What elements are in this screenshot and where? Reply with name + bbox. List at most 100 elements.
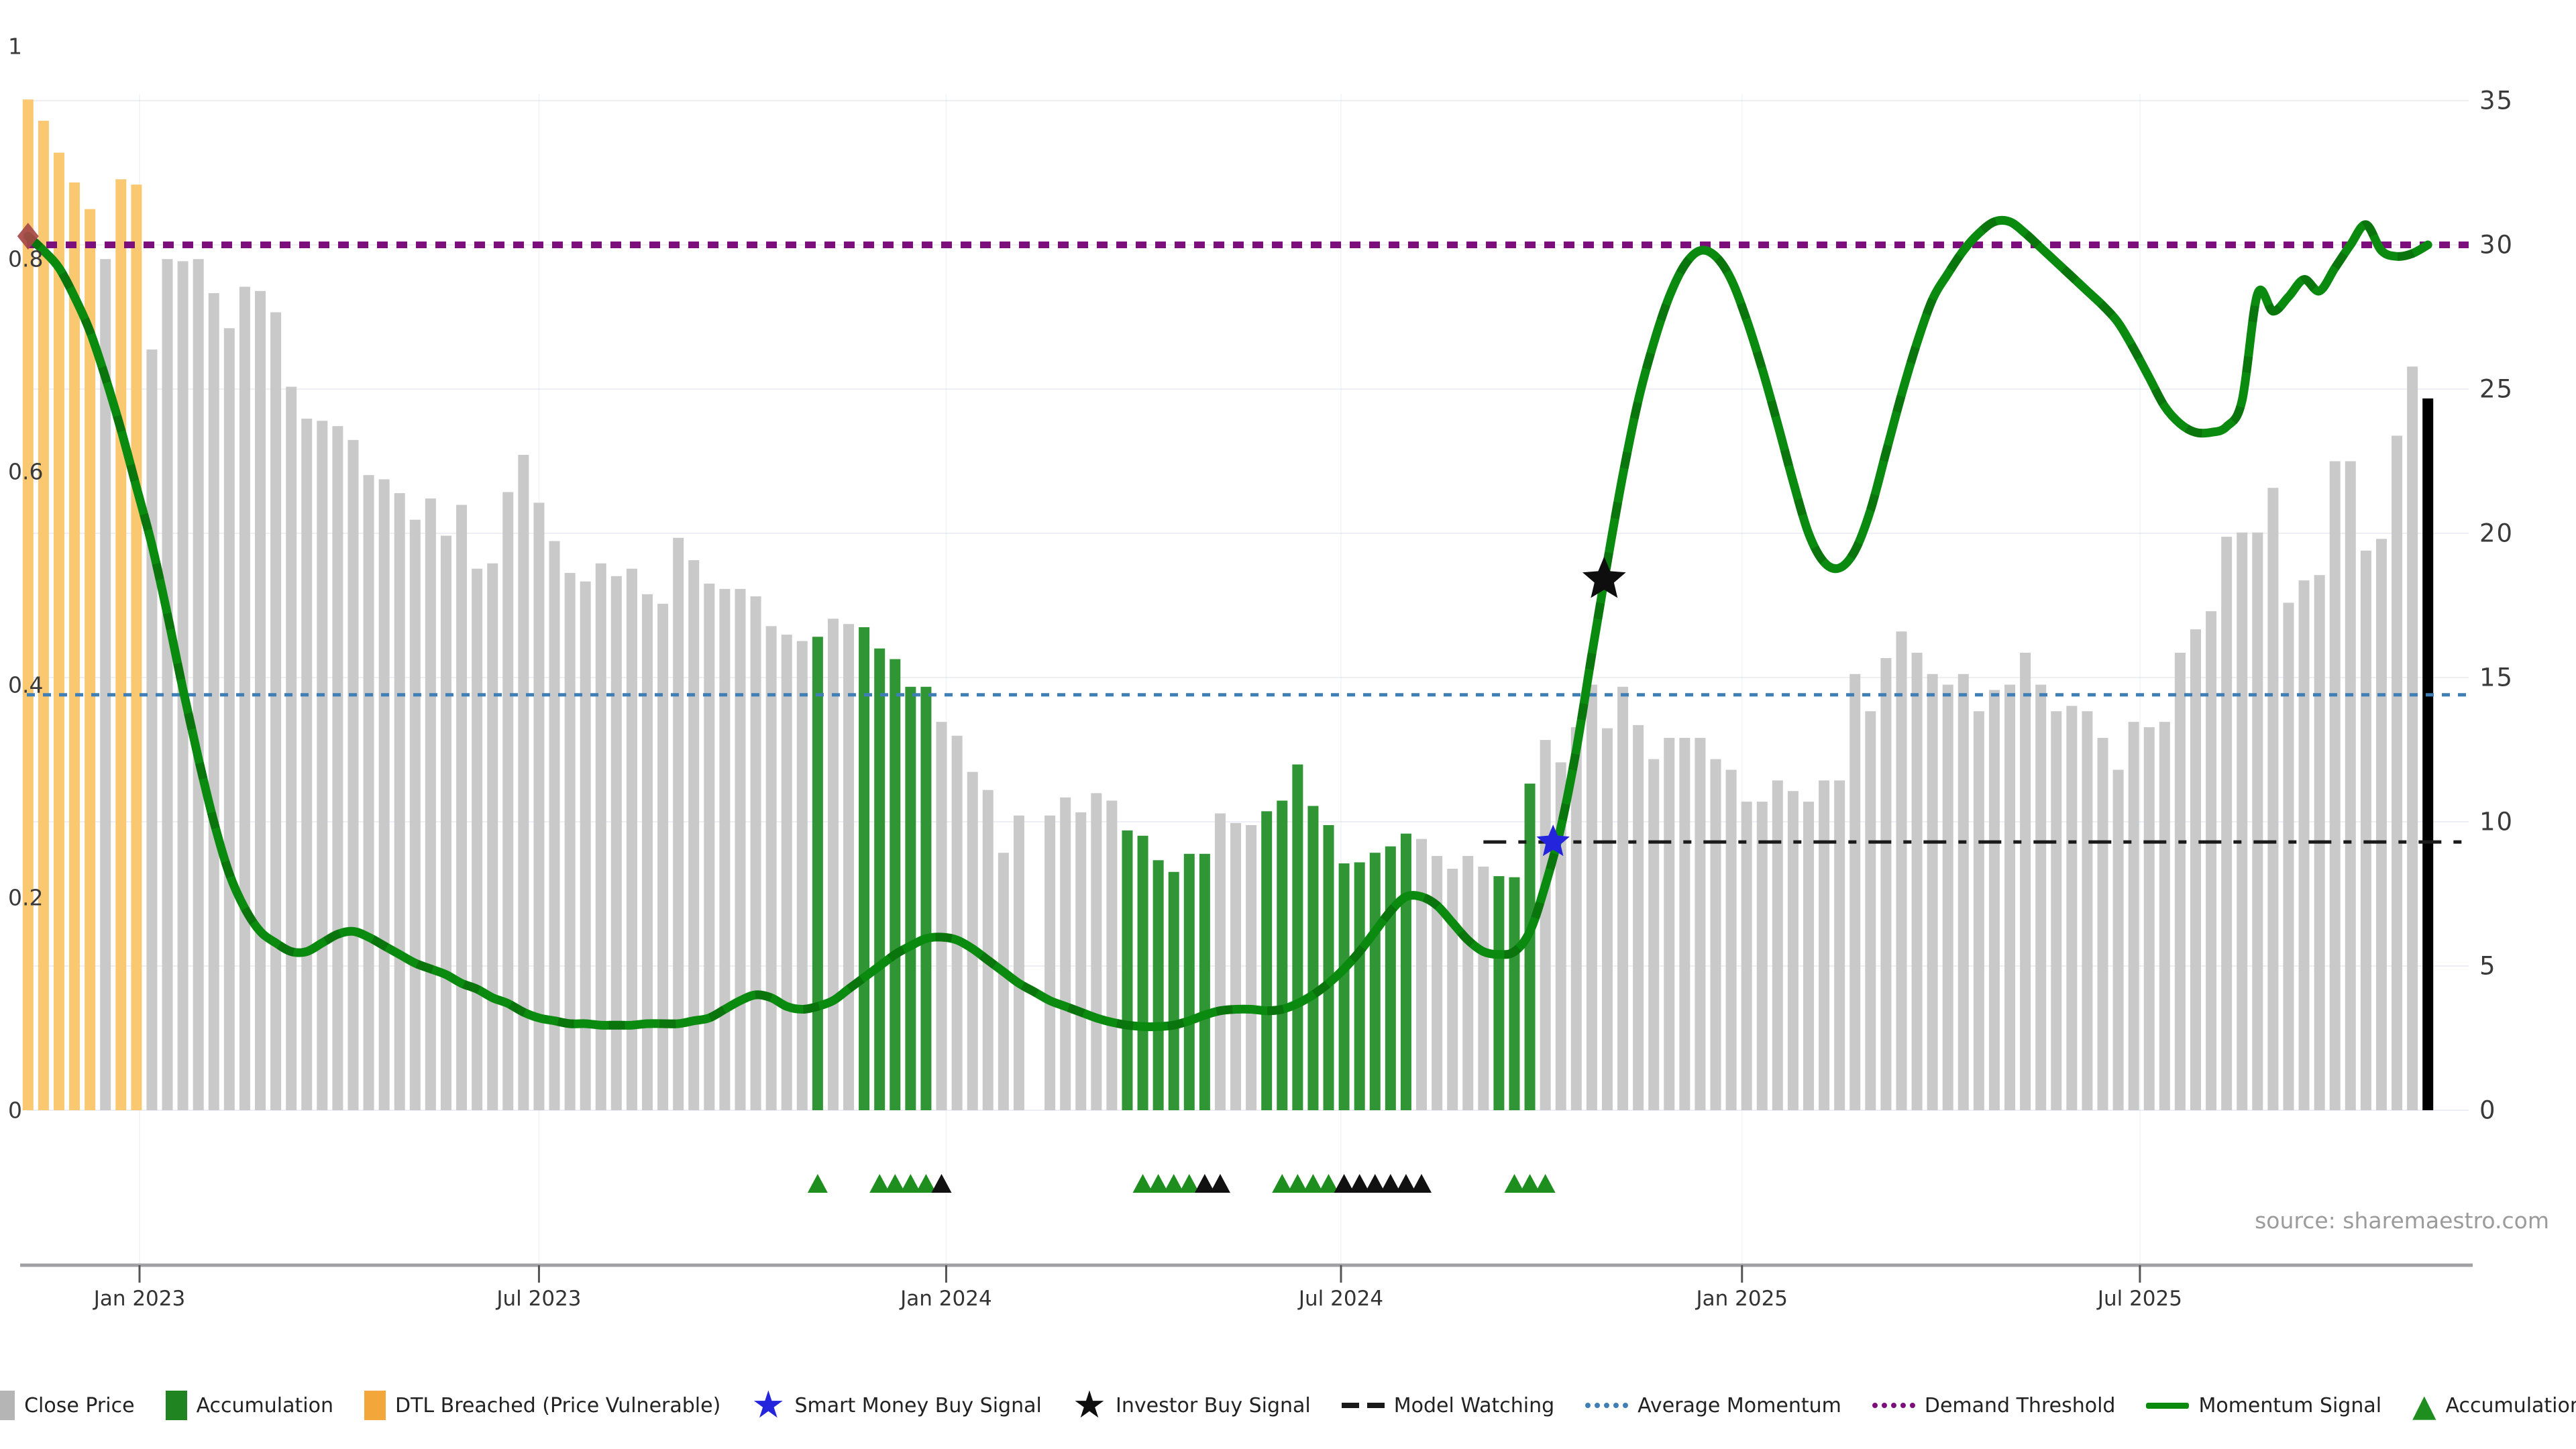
- close-price-bar: [270, 312, 282, 1110]
- close-price-bar: [843, 624, 855, 1110]
- close-price-bar: [1214, 813, 1226, 1110]
- dtl-breached-bar: [22, 99, 34, 1110]
- investor-triangle-icon: [1349, 1174, 1370, 1193]
- investor-triangle-icon: [1210, 1174, 1230, 1193]
- accumulation-bar: [905, 686, 916, 1110]
- close-price-bar: [363, 475, 374, 1110]
- close-price-bar: [2407, 366, 2418, 1110]
- x-axis-label: Jul 2025: [2097, 1287, 2182, 1311]
- accumulation-triangle-icon: [1132, 1174, 1153, 1193]
- close-price-bar: [2035, 684, 2047, 1110]
- legend-item-close-price: Close Price: [0, 1391, 135, 1420]
- left-axis-label: 0.6: [8, 458, 44, 485]
- close-price-bar: [162, 259, 173, 1111]
- close-price-bar: [1540, 740, 1551, 1110]
- legend-item-accumulation-tri: ▲ Accumulation: [2412, 1390, 2576, 1421]
- close-price-bar: [193, 259, 204, 1111]
- close-price-bar: [2360, 550, 2371, 1110]
- accumulation-bar: [874, 648, 885, 1110]
- accumulation-bar: [1369, 853, 1381, 1110]
- dtl-breached-swatch-icon: [364, 1391, 386, 1420]
- investor-triangle-icon: [1194, 1174, 1215, 1193]
- legend-label: Average Momentum: [1638, 1393, 1841, 1417]
- close-price-bar: [1106, 800, 1118, 1110]
- accumulation-triangle-icon: [1179, 1174, 1199, 1193]
- close-price-bar: [564, 573, 576, 1110]
- close-price-bar: [1942, 684, 1953, 1110]
- close-price-bar: [456, 504, 468, 1110]
- left-axis-label: 0.8: [8, 246, 44, 272]
- accumulation-triangle-icon: [1504, 1174, 1525, 1193]
- average-momentum-dotted-icon: [1585, 1403, 1629, 1408]
- close-price-bar: [1091, 793, 1102, 1110]
- accumulation-triangle-icon: [1163, 1174, 1184, 1193]
- x-axis-label: Jan 2025: [1696, 1287, 1788, 1311]
- close-price-bar: [2392, 435, 2403, 1110]
- investor-triangle-icon: [1380, 1174, 1401, 1193]
- investor-triangle-icon: [1395, 1174, 1416, 1193]
- close-price-bar: [2128, 722, 2139, 1110]
- accumulation-bar: [1524, 784, 1536, 1110]
- dtl-breached-bar: [69, 182, 80, 1110]
- accumulation-bar: [1122, 830, 1133, 1110]
- close-price-bar: [1617, 686, 1629, 1110]
- close-price-bar: [2143, 727, 2155, 1110]
- close-price-bar: [1988, 690, 2000, 1110]
- dtl-breached-bar: [38, 121, 49, 1110]
- x-axis-label: Jul 2023: [496, 1287, 582, 1311]
- legend-label: Momentum Signal: [2198, 1393, 2382, 1417]
- close-price-bar: [1633, 724, 1644, 1110]
- close-price-bar: [1013, 815, 1024, 1110]
- close-price-bar: [1570, 727, 1582, 1110]
- accumulation-triangle-icon: [916, 1174, 936, 1193]
- close-price-bar: [1601, 728, 1613, 1110]
- close-price-bar: [1060, 797, 1071, 1110]
- right-axis-label: 30: [2479, 230, 2514, 260]
- close-price-bar: [735, 588, 746, 1110]
- close-price-bar: [425, 498, 436, 1110]
- close-price-bar: [626, 568, 637, 1110]
- close-price-bar: [317, 421, 328, 1110]
- close-price-bar: [1849, 674, 1861, 1110]
- accumulation-bar: [1152, 860, 1164, 1110]
- accumulation-bar: [1338, 863, 1350, 1110]
- close-price-bar: [704, 583, 715, 1110]
- momentum-signal-line-icon: [2146, 1402, 2190, 1409]
- accumulation-bar: [1277, 800, 1288, 1110]
- smart-money-buy-star-icon: [1536, 824, 1570, 857]
- momentum-signal-line: [23, 215, 2432, 1032]
- left-axis-label: 1: [8, 33, 22, 60]
- smart-money-signal-star-icon: ★: [751, 1383, 786, 1427]
- investor-triangle-icon: [1334, 1174, 1354, 1193]
- close-price-bar: [673, 537, 684, 1110]
- x-axis-label: Jan 2024: [900, 1287, 992, 1311]
- close-price-bar: [967, 771, 978, 1110]
- close-price-bar: [2298, 580, 2310, 1110]
- close-price-bar: [2375, 539, 2387, 1110]
- close-price-bar: [1695, 737, 1706, 1110]
- close-price-bar: [1911, 653, 1923, 1110]
- accumulation-bar: [1199, 853, 1210, 1110]
- close-price-bar: [378, 479, 390, 1110]
- x-axis-label: Jul 2024: [1298, 1287, 1384, 1311]
- close-price-bar: [1819, 780, 1830, 1110]
- accumulation-bar: [1400, 833, 1411, 1110]
- accumulation-triangle-icon: [900, 1174, 921, 1193]
- close-price-bar: [750, 596, 761, 1110]
- accumulation-triangle-icon: [1303, 1174, 1324, 1193]
- close-price-bar: [610, 576, 622, 1110]
- close-price-bar: [2159, 722, 2170, 1110]
- legend-label: Accumulation: [2445, 1393, 2576, 1417]
- close-price-bar: [1803, 802, 1814, 1110]
- accumulation-triangle-icon: [1535, 1174, 1556, 1193]
- accumulation-triangle-icon: [1287, 1174, 1308, 1193]
- close-price-bar: [2066, 706, 2078, 1110]
- close-price-bar: [1230, 822, 1242, 1110]
- close-price-bar: [549, 541, 560, 1110]
- left-axis-label: 0: [8, 1097, 22, 1124]
- demand-threshold-dotted-icon: [1872, 1403, 1915, 1408]
- legend-item-momentum-signal: Momentum Signal: [2146, 1394, 2381, 1417]
- x-axis-label: Jan 2023: [93, 1287, 186, 1311]
- close-price-bar: [1462, 855, 1474, 1110]
- close-price-bar: [580, 581, 591, 1110]
